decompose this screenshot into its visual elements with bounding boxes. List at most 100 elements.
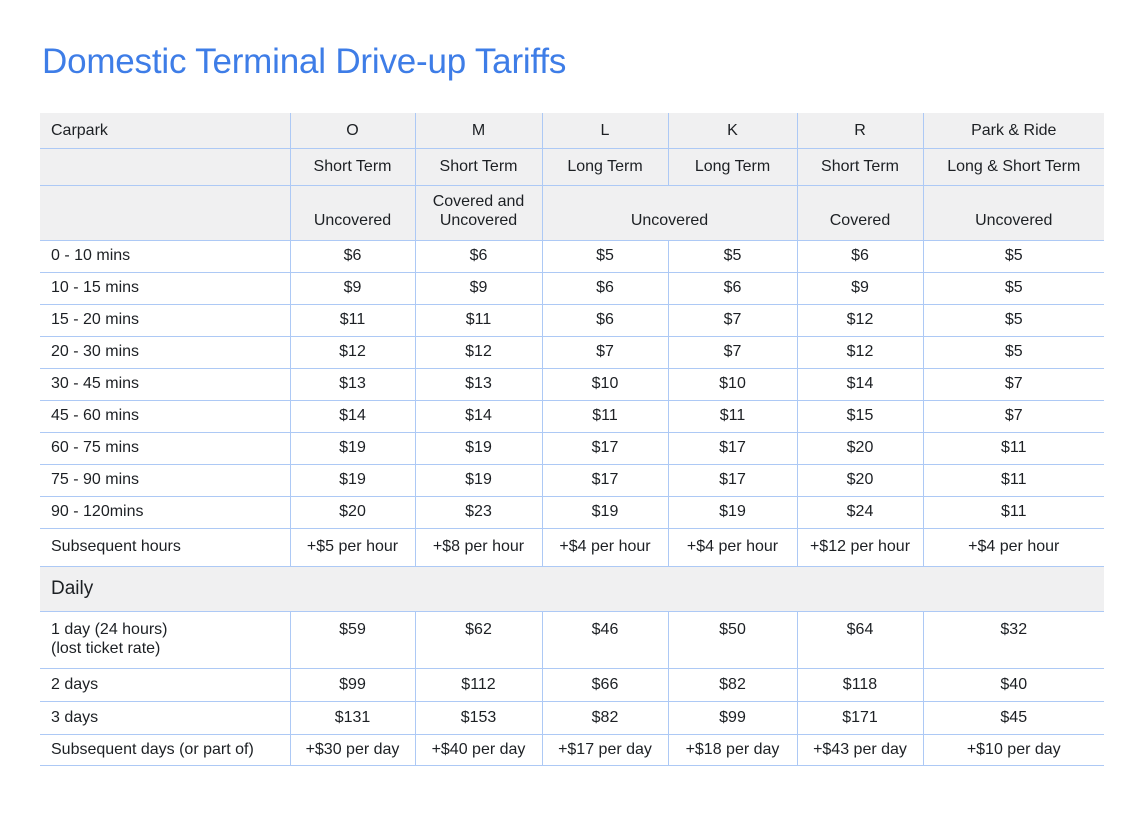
row-label: 60 - 75 mins (40, 432, 290, 465)
cover-type: Covered and Uncovered (414, 185, 542, 241)
price-cell: $64 (796, 611, 923, 669)
row-label: 1 day (24 hours) (lost ticket rate) (40, 611, 290, 669)
row-label: 0 - 10 mins (40, 240, 290, 273)
price-cell: $99 (289, 668, 415, 702)
price-cell: $6 (289, 240, 415, 273)
row-label: Subsequent hours (40, 528, 290, 567)
table-row: 20 - 30 mins $12 $12 $7 $7 $12 $5 (40, 336, 1104, 369)
cover-type: Uncovered (922, 185, 1104, 241)
price-cell: $11 (667, 400, 797, 433)
price-cell: $20 (289, 496, 415, 529)
tariff-table: Carpark O M L K R Park & Ride Short Term… (40, 113, 1104, 766)
row-label: 10 - 15 mins (40, 272, 290, 305)
price-cell: $62 (414, 611, 542, 669)
price-cell: $17 (541, 432, 668, 465)
row-label: 30 - 45 mins (40, 368, 290, 401)
price-cell: $15 (796, 400, 923, 433)
price-cell: $19 (414, 464, 542, 497)
price-cell: $5 (922, 304, 1104, 337)
row-label-line2: (lost ticket rate) (51, 640, 161, 658)
carpark-code-R: R (796, 113, 923, 149)
price-cell: $5 (541, 240, 668, 273)
row-label: 2 days (40, 668, 290, 702)
price-cell: $19 (541, 496, 668, 529)
corner-header: Carpark (40, 113, 290, 149)
price-cell: $118 (796, 668, 923, 702)
empty-cell (40, 148, 290, 186)
price-cell: +$40 per day (414, 734, 542, 766)
price-cell: $9 (289, 272, 415, 305)
price-cell: $32 (922, 611, 1104, 669)
price-cell: $82 (541, 701, 668, 735)
price-cell: +$30 per day (289, 734, 415, 766)
table-row: 30 - 45 mins $13 $13 $10 $10 $14 $7 (40, 368, 1104, 401)
price-cell: +$12 per hour (796, 528, 923, 567)
price-cell: $11 (922, 496, 1104, 529)
table-row-subsequent-days: Subsequent days (or part of) +$30 per da… (40, 734, 1104, 766)
price-cell: $82 (667, 668, 797, 702)
price-cell: $46 (541, 611, 668, 669)
table-row: 45 - 60 mins $14 $14 $11 $11 $15 $7 (40, 400, 1104, 433)
price-cell: $112 (414, 668, 542, 702)
page-title: Domestic Terminal Drive-up Tariffs (42, 42, 567, 81)
term-type: Short Term (289, 148, 415, 186)
carpark-code-K: K (667, 113, 797, 149)
price-cell: +$17 per day (541, 734, 668, 766)
price-cell: $24 (796, 496, 923, 529)
price-cell: $11 (289, 304, 415, 337)
table-row: 75 - 90 mins $19 $19 $17 $17 $20 $11 (40, 464, 1104, 497)
cover-type-merged-L-K: Uncovered (541, 185, 797, 241)
price-cell: $19 (289, 464, 415, 497)
price-cell: $9 (414, 272, 542, 305)
daily-section-row: Daily (40, 566, 1104, 612)
price-cell: +$18 per day (667, 734, 797, 766)
tariff-page: Domestic Terminal Drive-up Tariffs Carpa… (40, 42, 1104, 766)
cover-type-row: Uncovered Covered and Uncovered Uncovere… (40, 185, 1104, 241)
price-cell: $10 (667, 368, 797, 401)
table-body: 0 - 10 mins $6 $6 $5 $5 $6 $5 10 - 15 mi… (40, 240, 1104, 766)
price-cell: +$4 per hour (922, 528, 1104, 567)
table-row: 3 days $131 $153 $82 $99 $171 $45 (40, 701, 1104, 735)
carpark-code-park-and-ride: Park & Ride (922, 113, 1104, 149)
price-cell: +$5 per hour (289, 528, 415, 567)
price-cell: $19 (414, 432, 542, 465)
row-label: 45 - 60 mins (40, 400, 290, 433)
price-cell: $171 (796, 701, 923, 735)
price-cell: $9 (796, 272, 923, 305)
price-cell: $99 (667, 701, 797, 735)
price-cell: $20 (796, 432, 923, 465)
price-cell: $12 (289, 336, 415, 369)
price-cell: +$8 per hour (414, 528, 542, 567)
table-row: 15 - 20 mins $11 $11 $6 $7 $12 $5 (40, 304, 1104, 337)
row-label: 75 - 90 mins (40, 464, 290, 497)
price-cell: $6 (541, 304, 668, 337)
price-cell: $14 (796, 368, 923, 401)
row-label: 90 - 120mins (40, 496, 290, 529)
row-label: Subsequent days (or part of) (40, 734, 290, 766)
term-type: Long & Short Term (922, 148, 1104, 186)
price-cell: $6 (414, 240, 542, 273)
price-cell: $66 (541, 668, 668, 702)
price-cell: +$43 per day (796, 734, 923, 766)
price-cell: $153 (414, 701, 542, 735)
price-cell: $14 (289, 400, 415, 433)
price-cell: $5 (922, 336, 1104, 369)
price-cell: $7 (541, 336, 668, 369)
row-label: 20 - 30 mins (40, 336, 290, 369)
table-row: 10 - 15 mins $9 $9 $6 $6 $9 $5 (40, 272, 1104, 305)
term-type: Long Term (541, 148, 668, 186)
price-cell: $7 (922, 400, 1104, 433)
price-cell: $11 (922, 432, 1104, 465)
cover-type: Uncovered (289, 185, 415, 241)
price-cell: $10 (541, 368, 668, 401)
price-cell: $14 (414, 400, 542, 433)
row-label-line1: 1 day (24 hours) (51, 620, 168, 638)
price-cell: $131 (289, 701, 415, 735)
table-header: Carpark O M L K R Park & Ride Short Term… (40, 113, 1104, 241)
price-cell: $11 (414, 304, 542, 337)
price-cell: $6 (541, 272, 668, 305)
price-cell: $5 (922, 240, 1104, 273)
term-type: Long Term (667, 148, 797, 186)
table-row: 90 - 120mins $20 $23 $19 $19 $24 $11 (40, 496, 1104, 529)
table-row: 2 days $99 $112 $66 $82 $118 $40 (40, 668, 1104, 702)
